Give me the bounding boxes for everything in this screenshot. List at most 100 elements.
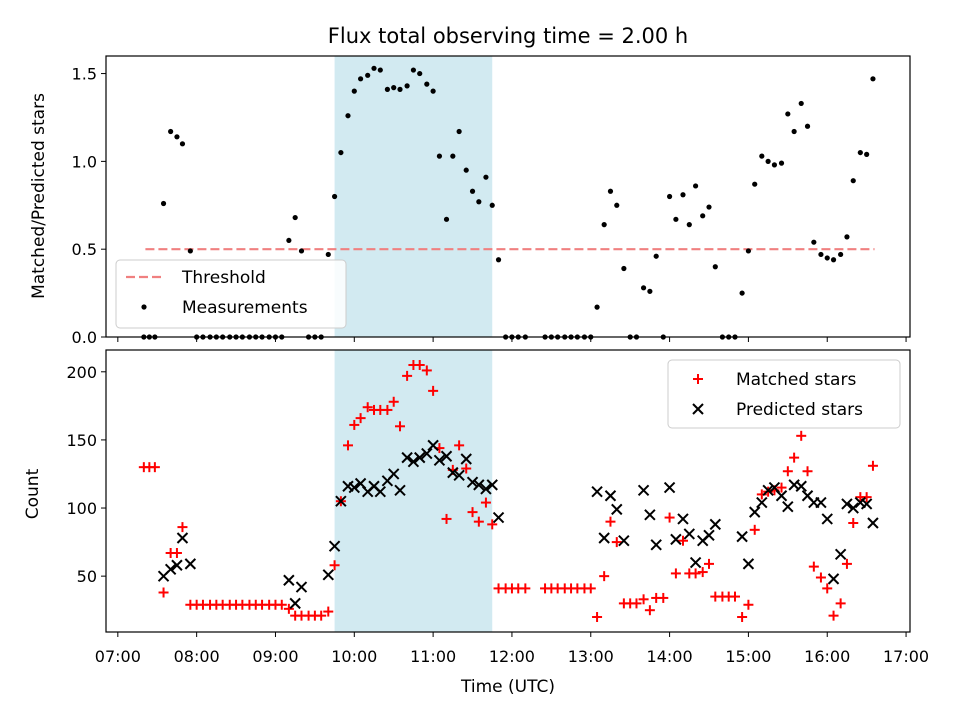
measurement-point [424, 81, 430, 87]
measurement-point [838, 251, 844, 258]
measurement-point [791, 128, 797, 135]
measurement-point [804, 123, 811, 129]
matched-star-point [776, 482, 787, 493]
x-stroke [466, 476, 479, 488]
measurement-point [443, 216, 450, 222]
predicted-star-point [453, 469, 465, 482]
measurement-point [640, 285, 647, 291]
predicted-star-point [677, 513, 689, 525]
predicted-star-point [749, 506, 761, 518]
x-stroke [637, 484, 650, 497]
x-stroke [749, 506, 761, 518]
measurement-point [673, 216, 679, 222]
measurement-point [495, 257, 502, 263]
predicted-star-point [742, 558, 755, 570]
x-stroke [184, 558, 197, 570]
measurement-point [850, 178, 856, 184]
matched-star-point [605, 516, 616, 527]
measurement-point [647, 288, 653, 294]
matched-star-point [782, 466, 793, 477]
matched-star-point [480, 497, 491, 508]
x-stroke [322, 569, 334, 581]
legend-threshold-label: Threshold [181, 268, 266, 288]
matched-star-point [487, 519, 498, 530]
predicted-star-point [644, 509, 656, 521]
chart-title: Flux total observing time = 2.00 h [328, 24, 688, 48]
x-stroke [354, 477, 367, 490]
matched-star-point [822, 583, 833, 594]
measurement-point [371, 65, 377, 71]
y-axis-label-count: Count [23, 468, 43, 519]
measurement-point [187, 248, 193, 254]
x-stroke [460, 453, 472, 465]
predicted-star-point [283, 574, 295, 586]
matched-star-point [177, 522, 188, 533]
measurement-point [365, 72, 371, 78]
legend-predicted-swatch [692, 403, 704, 415]
measurement-point [298, 248, 305, 254]
matched-star-point [342, 440, 353, 451]
measurement-point [489, 202, 495, 208]
x-stroke [775, 490, 788, 502]
measurement-point [601, 222, 607, 228]
x-stroke [736, 530, 748, 543]
x-stroke [854, 496, 867, 509]
x-stroke [768, 481, 781, 494]
x-stroke [335, 495, 347, 507]
matched-star-point [802, 466, 813, 477]
measurement-point [286, 237, 292, 244]
y-tick-label: 200 [66, 363, 97, 382]
x-tick-label: 07:00 [95, 647, 141, 666]
measurement-point [325, 251, 331, 258]
x-stroke [283, 574, 295, 586]
predicted-star-point [460, 453, 472, 465]
x-stroke [644, 509, 656, 521]
x-stroke [289, 597, 301, 610]
x-stroke [683, 528, 696, 540]
measurement-point [417, 70, 423, 77]
x-stroke [440, 450, 453, 462]
x-stroke [618, 535, 630, 547]
measurement-point [752, 181, 758, 187]
matched-star-point [670, 568, 681, 579]
axes-frame [105, 55, 911, 338]
matched-star-point [841, 558, 852, 569]
y-tick-label: 50 [77, 567, 97, 586]
x-stroke [433, 454, 446, 467]
measurement-point [483, 174, 489, 180]
measurement-point [693, 183, 699, 189]
measurement-point [798, 100, 804, 107]
measurement-point [338, 149, 344, 156]
predicted-star-point [709, 518, 722, 531]
predicted-star-point [447, 466, 459, 479]
matched-star-point [611, 537, 622, 548]
predicted-star-point [348, 481, 361, 494]
x-stroke [867, 517, 879, 529]
measurement-point [331, 193, 338, 200]
axes-frame [105, 349, 911, 633]
measurement-point [680, 192, 686, 198]
predicted-star-point [637, 484, 650, 497]
x-stroke [447, 466, 459, 479]
predicted-star-point [394, 484, 406, 497]
x-stroke [486, 479, 498, 491]
measurement-point [830, 257, 837, 263]
measurement-point [594, 304, 600, 310]
matched-star-point [737, 612, 748, 623]
x-stroke [847, 502, 859, 514]
x-stroke [650, 539, 662, 551]
x-tick-label: 12:00 [489, 647, 535, 666]
x-stroke [762, 484, 774, 497]
matched-star-point [631, 598, 642, 609]
x-stroke [821, 513, 833, 525]
legend: Matched stars Predicted stars [667, 359, 901, 429]
measurement-point [857, 149, 863, 156]
measurement-point [706, 204, 712, 210]
measurement-point [463, 167, 469, 173]
predicted-star-point [486, 479, 498, 491]
predicted-star-point [414, 451, 426, 464]
matched-star-point [441, 513, 452, 524]
matched-star-point [644, 605, 655, 616]
predicted-star-point [164, 563, 177, 576]
predicted-star-point [736, 530, 748, 543]
